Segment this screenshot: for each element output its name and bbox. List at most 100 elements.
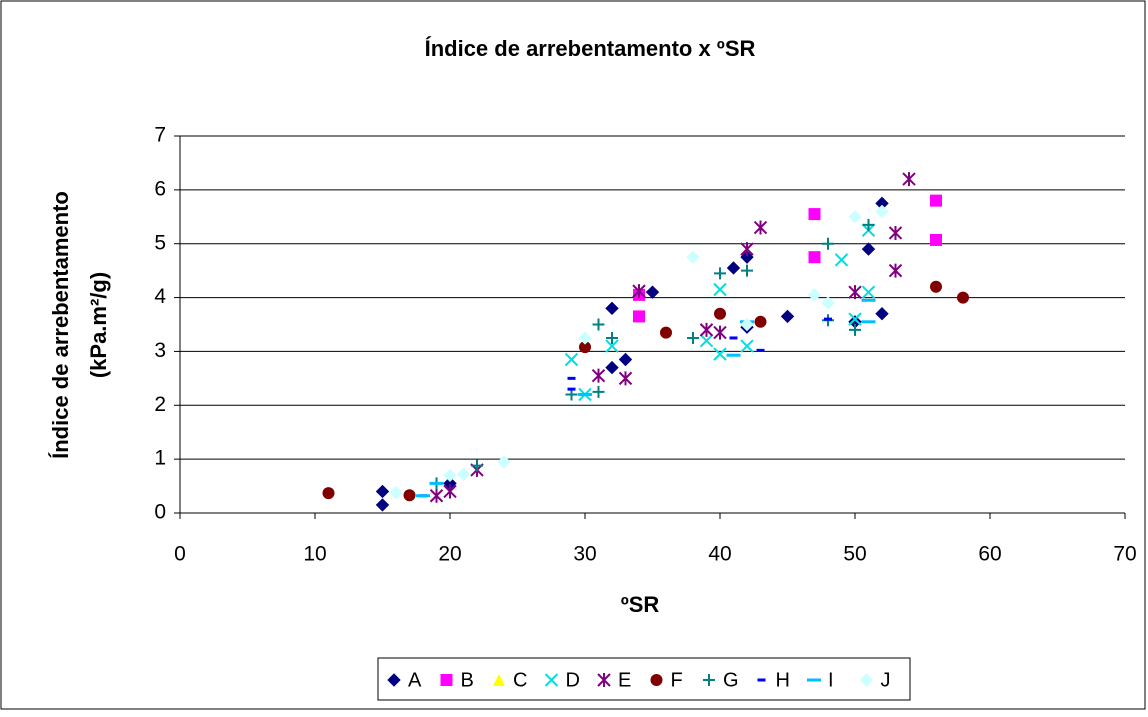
y-tick-label: 0 bbox=[154, 501, 166, 524]
x-tick-label: 40 bbox=[708, 543, 731, 566]
point bbox=[403, 489, 416, 502]
point bbox=[957, 291, 969, 304]
point bbox=[618, 371, 633, 386]
point bbox=[714, 307, 726, 320]
y-tick-label: 4 bbox=[154, 285, 166, 308]
legend-marker bbox=[440, 674, 453, 686]
point bbox=[821, 296, 835, 310]
point bbox=[808, 251, 821, 264]
point bbox=[443, 468, 457, 483]
point bbox=[861, 285, 876, 299]
point bbox=[861, 242, 876, 256]
point bbox=[592, 385, 605, 398]
point bbox=[699, 333, 714, 348]
point bbox=[633, 310, 645, 323]
point bbox=[875, 204, 889, 219]
point bbox=[471, 459, 483, 472]
x-tick-label: 30 bbox=[573, 543, 596, 566]
legend-label: E bbox=[618, 669, 631, 691]
point bbox=[605, 360, 619, 375]
legend-marker bbox=[544, 673, 559, 687]
point bbox=[687, 331, 699, 344]
point bbox=[443, 484, 457, 499]
point bbox=[740, 242, 754, 257]
point bbox=[808, 208, 821, 221]
legend-label: C bbox=[513, 669, 527, 691]
legend-box bbox=[377, 657, 911, 701]
chart-title: Índice de arrebentamento x ºSR bbox=[425, 36, 756, 61]
point bbox=[726, 261, 741, 275]
legend-label: A bbox=[408, 669, 422, 691]
legend-marker bbox=[493, 674, 505, 686]
x-tick-label: 60 bbox=[978, 543, 1001, 566]
legend-marker bbox=[597, 673, 611, 687]
point bbox=[713, 347, 727, 361]
legend-label: D bbox=[566, 669, 580, 691]
y-tick-label: 6 bbox=[154, 177, 166, 200]
point bbox=[699, 322, 714, 337]
point bbox=[849, 323, 861, 336]
point bbox=[605, 339, 619, 353]
point bbox=[632, 284, 646, 299]
legend-label: I bbox=[828, 669, 834, 691]
legend-label: G bbox=[723, 669, 739, 691]
point bbox=[497, 455, 511, 469]
point bbox=[875, 307, 889, 321]
point bbox=[375, 484, 390, 499]
point bbox=[660, 326, 672, 339]
legend-label: H bbox=[776, 669, 790, 691]
point bbox=[564, 352, 579, 367]
point bbox=[848, 312, 862, 326]
point bbox=[322, 487, 335, 500]
point bbox=[618, 352, 633, 367]
legend-marker bbox=[387, 673, 401, 687]
x-tick-label: 0 bbox=[174, 543, 186, 566]
legend-marker bbox=[703, 674, 715, 686]
x-tick-label: 10 bbox=[303, 543, 326, 566]
y-tick-label: 1 bbox=[154, 447, 166, 470]
legend-marker bbox=[859, 673, 874, 687]
point bbox=[902, 172, 916, 187]
point bbox=[780, 309, 795, 324]
point bbox=[713, 325, 727, 340]
point bbox=[753, 220, 768, 235]
legend-label: B bbox=[461, 669, 474, 691]
point bbox=[740, 250, 754, 264]
y-tick-label: 5 bbox=[154, 231, 166, 254]
point bbox=[848, 285, 862, 300]
point bbox=[429, 488, 444, 503]
point bbox=[375, 498, 390, 512]
point bbox=[605, 301, 619, 316]
legend-marker bbox=[650, 674, 663, 686]
y-axis-label: (kPa.m²/g) bbox=[86, 272, 111, 378]
y-axis-label: Índice de arrebentamento bbox=[48, 191, 73, 459]
point bbox=[930, 233, 942, 246]
point bbox=[754, 315, 767, 328]
point bbox=[888, 225, 903, 240]
x-tick-label: 70 bbox=[1113, 543, 1136, 566]
point bbox=[888, 263, 903, 278]
point bbox=[389, 485, 403, 500]
point bbox=[834, 253, 849, 267]
x-axis-label: ºSR bbox=[621, 592, 660, 617]
x-tick-label: 50 bbox=[843, 543, 866, 566]
point bbox=[686, 250, 700, 264]
point bbox=[822, 237, 834, 250]
point bbox=[740, 339, 754, 353]
x-tick-label: 20 bbox=[438, 543, 461, 566]
y-tick-label: 7 bbox=[154, 124, 166, 147]
point bbox=[807, 288, 822, 302]
point bbox=[591, 368, 606, 383]
legend-label: J bbox=[881, 669, 891, 691]
point bbox=[578, 331, 592, 345]
point bbox=[714, 267, 726, 280]
y-tick-label: 2 bbox=[154, 393, 166, 416]
point bbox=[741, 264, 753, 277]
legend-label: F bbox=[671, 669, 683, 691]
point bbox=[930, 194, 942, 207]
point bbox=[713, 282, 727, 297]
point bbox=[740, 317, 754, 332]
y-tick-label: 3 bbox=[154, 339, 166, 362]
